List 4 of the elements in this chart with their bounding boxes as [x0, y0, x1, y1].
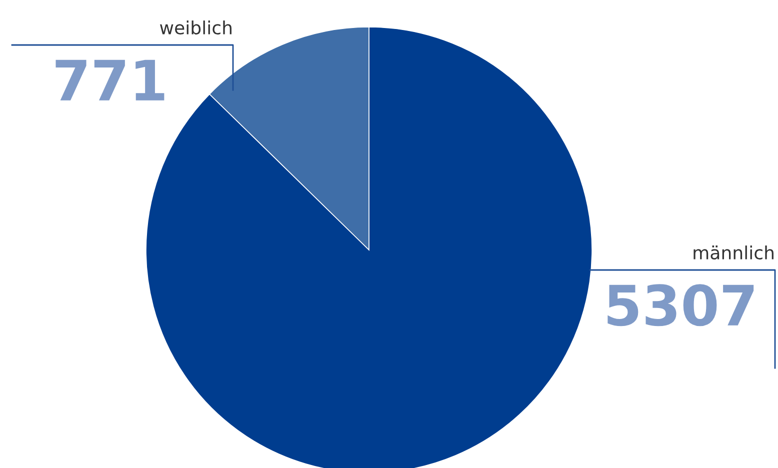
data-label: 5307 — [608, 284, 754, 326]
data-label: 771 — [56, 60, 164, 100]
slice-label: weiblich — [160, 20, 232, 34]
slice-label: männlich — [694, 246, 774, 260]
